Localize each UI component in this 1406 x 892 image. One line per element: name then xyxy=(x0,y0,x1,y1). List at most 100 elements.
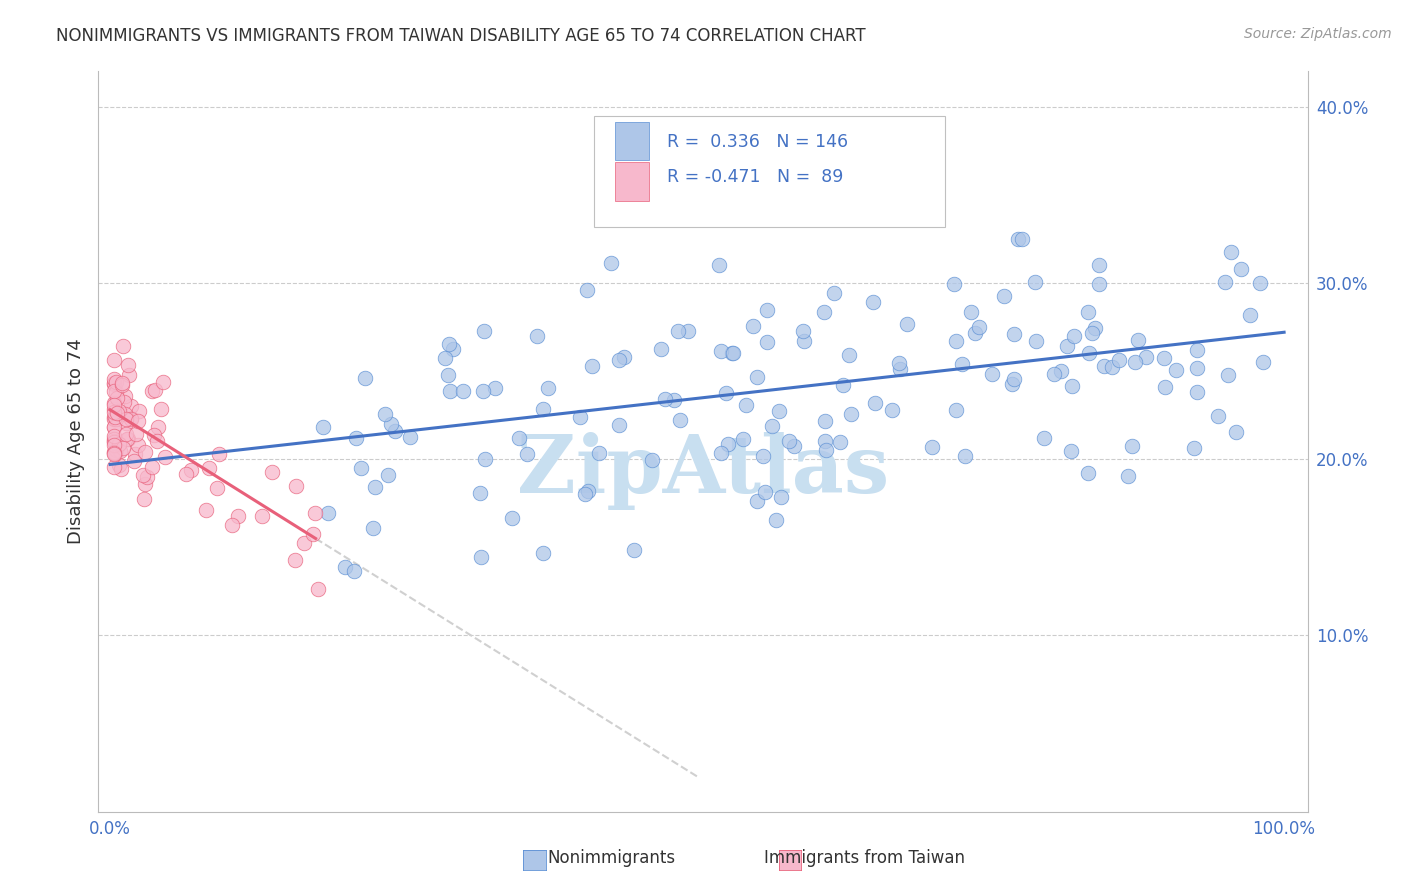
Point xyxy=(943,277,966,292)
Point xyxy=(526,328,548,343)
Point xyxy=(343,564,366,578)
Point xyxy=(1011,232,1033,246)
Point xyxy=(721,345,744,359)
Point xyxy=(474,452,496,467)
Point xyxy=(1007,232,1029,246)
Point xyxy=(599,255,621,269)
Point xyxy=(1025,334,1047,348)
Point xyxy=(735,398,758,412)
Point xyxy=(1001,377,1024,392)
Point xyxy=(1042,368,1064,382)
Point xyxy=(793,334,815,349)
Point xyxy=(353,371,375,385)
Point xyxy=(103,437,125,451)
Point xyxy=(607,353,630,368)
Point xyxy=(110,376,132,390)
Point xyxy=(778,434,800,448)
Point xyxy=(103,445,125,459)
Point xyxy=(769,490,792,504)
Point xyxy=(112,339,135,353)
Point xyxy=(1056,339,1078,353)
Point xyxy=(1077,466,1099,480)
Point xyxy=(103,371,125,385)
Point xyxy=(107,436,129,450)
Point xyxy=(104,409,127,424)
Point xyxy=(118,368,141,383)
FancyBboxPatch shape xyxy=(595,116,945,227)
Point xyxy=(437,336,460,351)
Point xyxy=(823,285,845,300)
Point xyxy=(108,444,131,458)
Point xyxy=(122,454,145,468)
Point xyxy=(666,324,689,338)
Point xyxy=(747,494,769,508)
Point xyxy=(307,582,329,596)
Point xyxy=(349,460,371,475)
Point xyxy=(508,431,530,445)
Point xyxy=(441,343,464,357)
Point xyxy=(863,396,886,410)
Point xyxy=(470,550,492,565)
Point xyxy=(312,420,335,434)
Point xyxy=(115,412,138,426)
Point xyxy=(516,447,538,461)
Point xyxy=(451,384,474,399)
Point xyxy=(887,356,910,370)
Point xyxy=(1063,328,1085,343)
Point xyxy=(335,560,357,574)
Point xyxy=(1088,277,1111,292)
Point xyxy=(1230,262,1253,277)
Point xyxy=(134,444,156,458)
Point xyxy=(198,461,221,475)
Point xyxy=(568,409,591,424)
Point xyxy=(292,536,315,550)
Point xyxy=(146,420,169,434)
Point xyxy=(104,446,127,460)
Point xyxy=(815,443,838,458)
Point xyxy=(103,446,125,460)
Point xyxy=(1108,352,1130,367)
Point xyxy=(284,553,307,567)
Point xyxy=(472,325,495,339)
Point xyxy=(115,416,138,430)
Point xyxy=(110,461,132,475)
Point xyxy=(103,434,125,448)
Point xyxy=(262,465,284,479)
Point xyxy=(377,467,399,482)
Point xyxy=(993,289,1015,303)
Point xyxy=(364,480,387,494)
Point xyxy=(1084,321,1107,335)
Point xyxy=(117,358,139,372)
Point xyxy=(1239,308,1261,322)
Point xyxy=(921,441,943,455)
Point xyxy=(623,543,645,558)
Point xyxy=(588,446,610,460)
Point xyxy=(1185,343,1208,357)
Point xyxy=(1206,409,1229,423)
Y-axis label: Disability Age 65 to 74: Disability Age 65 to 74 xyxy=(66,339,84,544)
Point xyxy=(1249,276,1271,290)
Point xyxy=(765,513,787,527)
Point xyxy=(967,320,990,334)
Point xyxy=(134,477,156,491)
Point xyxy=(127,438,149,452)
Point xyxy=(103,410,125,425)
Text: NONIMMIGRANTS VS IMMIGRANTS FROM TAIWAN DISABILITY AGE 65 TO 74 CORRELATION CHAR: NONIMMIGRANTS VS IMMIGRANTS FROM TAIWAN … xyxy=(56,27,866,45)
Point xyxy=(103,420,125,434)
Point xyxy=(945,402,967,417)
Point xyxy=(714,386,737,401)
Point xyxy=(112,395,135,409)
Point xyxy=(1092,359,1115,374)
Point xyxy=(105,442,128,457)
Point xyxy=(1128,334,1150,348)
Text: Nonimmigrants: Nonimmigrants xyxy=(547,849,676,867)
Point xyxy=(103,404,125,418)
Point xyxy=(103,401,125,416)
Point xyxy=(1002,326,1025,341)
Point xyxy=(752,450,775,464)
Point xyxy=(1135,350,1157,364)
Point xyxy=(607,418,630,433)
Point xyxy=(1024,275,1046,289)
Point xyxy=(174,467,197,481)
Point xyxy=(141,459,163,474)
